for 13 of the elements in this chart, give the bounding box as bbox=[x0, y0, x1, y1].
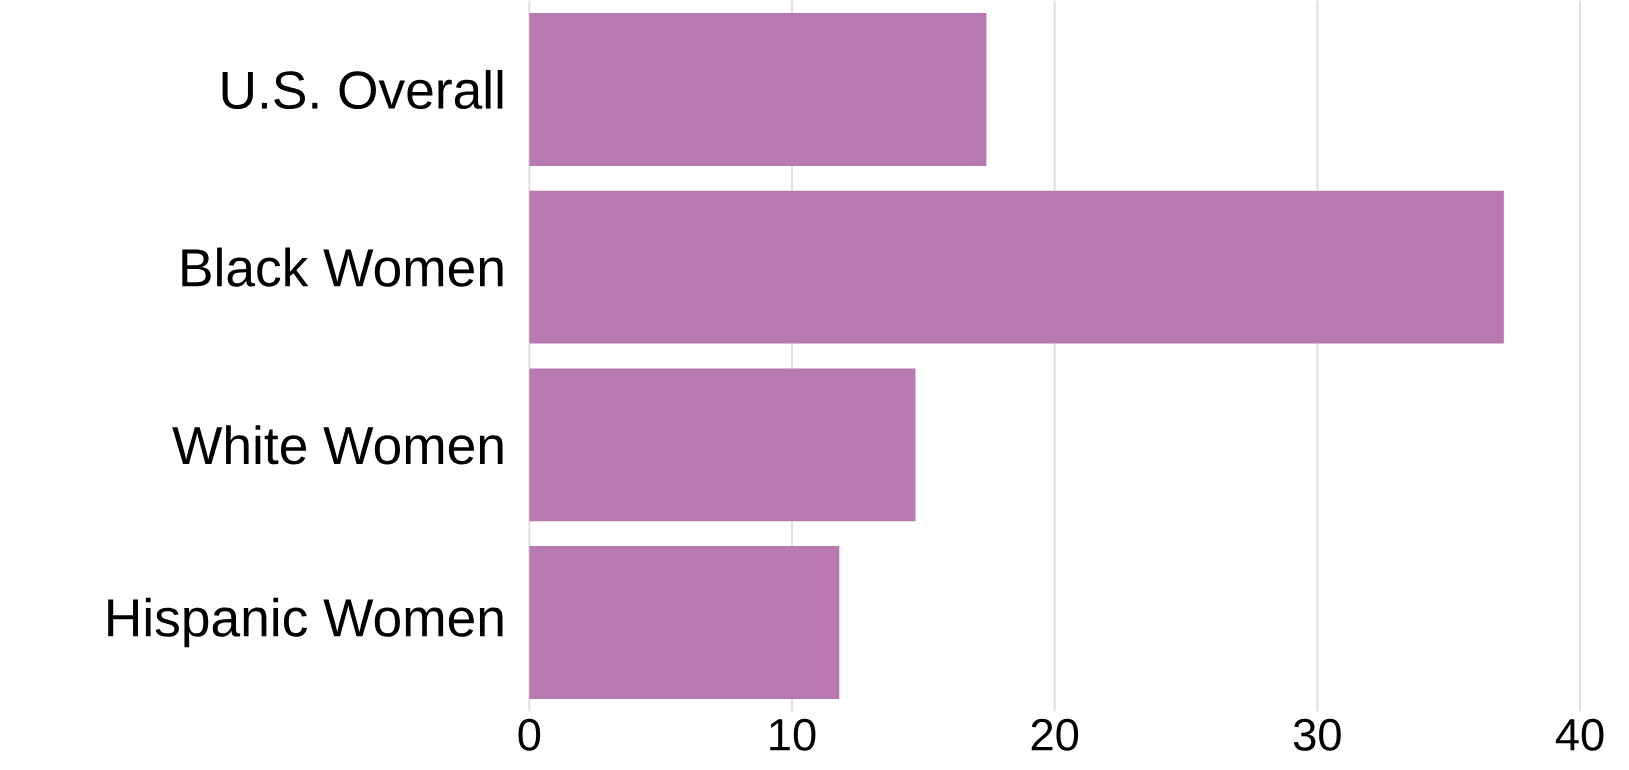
x-tick-label: 10 bbox=[770, 718, 816, 751]
bar bbox=[529, 368, 916, 522]
y-tick-label: U.S. Overall bbox=[222, 69, 503, 110]
bar bbox=[529, 190, 1504, 344]
x-tick-label: 30 bbox=[1293, 718, 1341, 751]
y-tick-label: White Women bbox=[172, 425, 503, 465]
bar bbox=[529, 546, 840, 699]
y-tick-label: Hispanic Women bbox=[108, 597, 503, 648]
x-tick-label: 40 bbox=[1555, 718, 1604, 751]
bar bbox=[529, 13, 987, 166]
x-tick-label: 0 bbox=[518, 718, 541, 751]
y-tick-label: Black Women bbox=[182, 247, 503, 287]
x-tick-label: 20 bbox=[1031, 718, 1079, 751]
